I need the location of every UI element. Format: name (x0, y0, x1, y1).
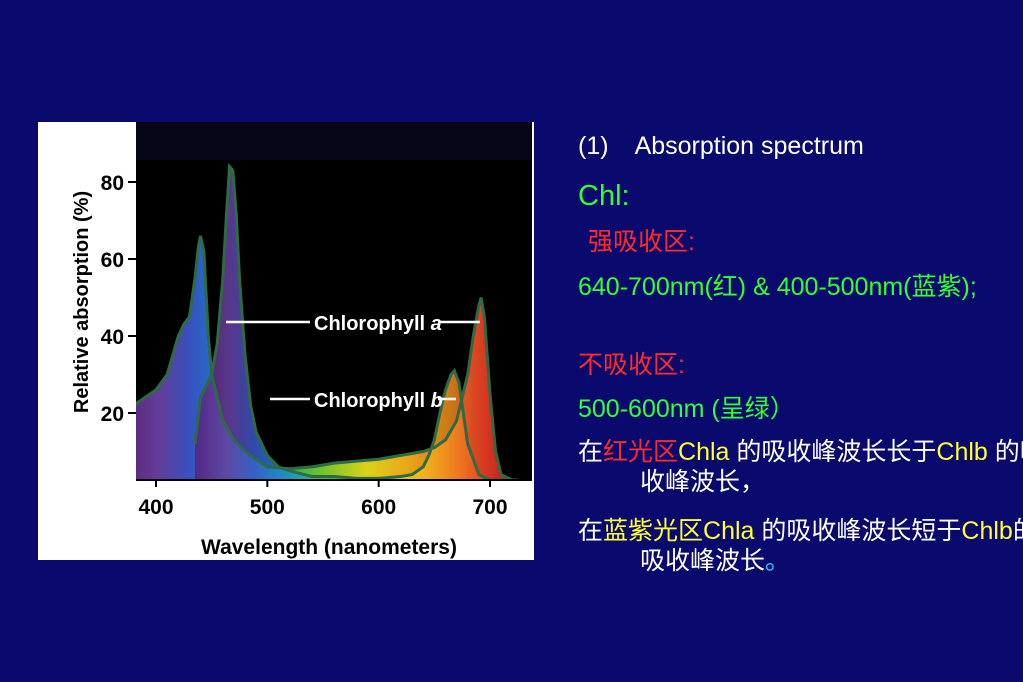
y-tick-label-60: 60 (101, 249, 124, 272)
strong-absorption-label: 强吸收区: (588, 228, 695, 256)
red-region-statement: 在红光区Chla 的吸收峰波长长于Chlb 的吸收峰波长， (578, 438, 1023, 496)
x-tick-label-400: 400 (138, 496, 173, 519)
heading-text: Absorption spectrum (634, 132, 864, 160)
series-line-chlorophyll-a (136, 235, 518, 480)
x-tick-label-600: 600 (361, 496, 396, 519)
series-area-chlorophyll-b (195, 166, 518, 480)
series-area-chlorophyll-a (136, 235, 518, 480)
blue-violet-region-statement: 在蓝紫光区Chla 的吸收峰波长短于Chlb的吸收峰波长。 (578, 517, 1023, 575)
chl-label: Chl: (578, 180, 630, 212)
chart-figure: 400 500 600 700 20 40 60 80 Chlorophyll a Chlor… (38, 122, 534, 560)
x-tick-label-700: 700 (472, 496, 507, 519)
no-absorption-range: 500-600nm (呈绿） (578, 395, 795, 423)
no-absorption-label: 不吸收区: (578, 351, 685, 379)
absorption-chart: 400 500 600 700 20 40 60 80 Chlorophyll a Chlor… (71, 122, 532, 559)
heading-number: (1) (578, 132, 609, 160)
series-line-chlorophyll-b (193, 162, 518, 480)
x-tick-label-500: 500 (250, 496, 285, 519)
plot-top-band (136, 122, 532, 160)
y-axis-label: Relative absorption (%) (71, 191, 93, 413)
heading: (1) Absorption spectrum (578, 131, 998, 161)
y-tick-label-20: 20 (101, 403, 124, 426)
y-tick-label-40: 40 (101, 326, 124, 349)
legend-label-chlorophyll-a: Chlorophyll a (314, 313, 442, 335)
legend-label-chlorophyll-b: Chlorophyll b (314, 390, 443, 412)
strong-absorption-range: 640-700nm(红) & 400-500nm(蓝紫); (578, 273, 977, 301)
y-tick-label-80: 80 (101, 172, 124, 195)
x-axis-label: Wavelength (nanometers) (201, 536, 457, 559)
